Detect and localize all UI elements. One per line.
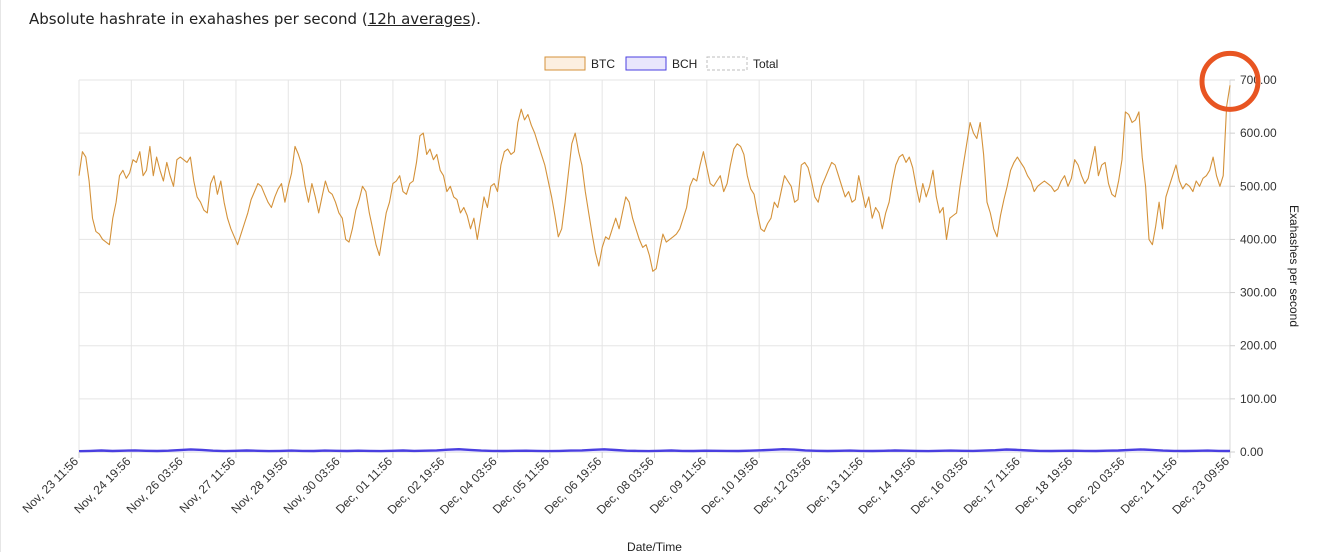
legend-label-total: Total (753, 57, 778, 71)
bch-series-line (78, 447, 1231, 453)
x-axis-title: Date/Time (627, 540, 682, 552)
y-tick-label: 0.00 (1240, 445, 1264, 459)
heading-prefix: Absolute hashrate in exahashes per secon… (29, 10, 368, 28)
y-tick-label: 200.00 (1240, 339, 1277, 353)
y-tick-label: 500.00 (1240, 179, 1277, 193)
y-tick-label: 300.00 (1240, 286, 1277, 300)
legend-item-btc: BTC (544, 56, 615, 71)
legend-label-bch: BCH (672, 57, 697, 71)
legend-item-total: Total (706, 56, 778, 71)
legend-swatch-bch (625, 56, 667, 71)
y-axis-title: Exahashes per second (1287, 205, 1301, 327)
chart-heading: Absolute hashrate in exahashes per secon… (29, 10, 481, 28)
heading-suffix: ). (470, 10, 481, 28)
btc-series-line (78, 85, 1231, 272)
y-tick-label: 400.00 (1240, 232, 1277, 246)
highlight-circle (1199, 50, 1261, 112)
y-tick-label: 600.00 (1240, 126, 1277, 140)
left-border (0, 0, 1, 552)
legend-swatch-total (706, 56, 748, 71)
chart-legend: BTC BCH Total (544, 56, 778, 71)
averages-link[interactable]: 12h averages (367, 10, 471, 28)
legend-label-btc: BTC (591, 57, 615, 71)
legend-swatch-btc (544, 56, 586, 71)
chart-series (78, 85, 1231, 453)
y-axis: 0.00 100.00 200.00 300.00 400.00 500.00 600.00… (1230, 73, 1277, 459)
y-tick-label: 100.00 (1240, 392, 1277, 406)
legend-item-bch: BCH (625, 56, 697, 71)
chart-grid (78, 79, 1231, 453)
